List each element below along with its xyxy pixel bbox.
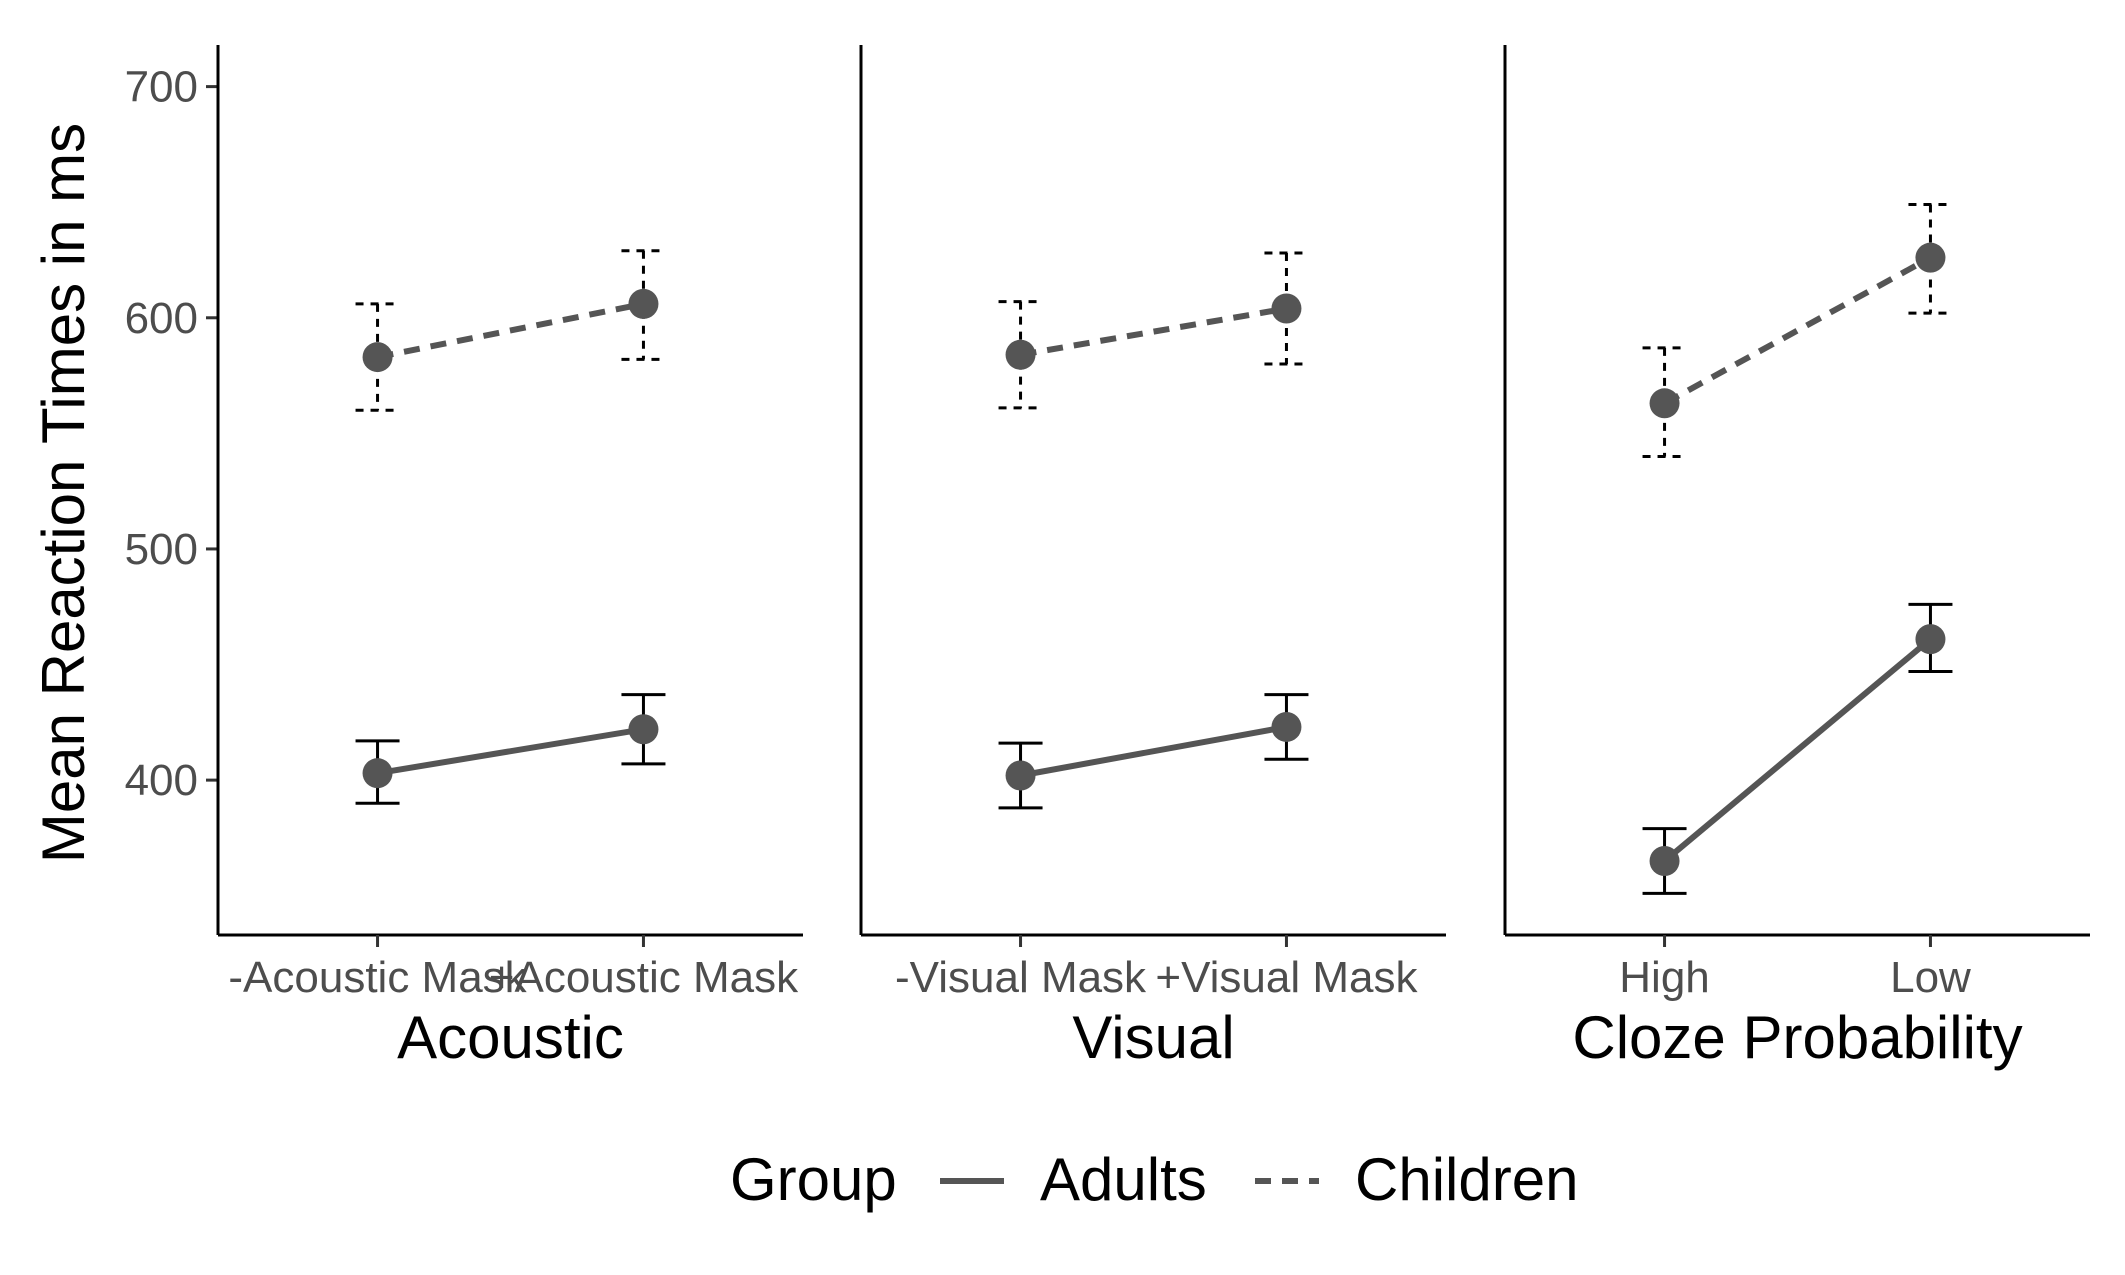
error-bar: [621, 249, 666, 361]
data-point: [1271, 293, 1302, 324]
series-line: [1020, 305, 1287, 358]
x-axis-title: Acoustic: [397, 1004, 624, 1071]
series-adults: [1642, 602, 1953, 895]
data-point: [628, 714, 659, 745]
x-axis-title: Visual: [1072, 1004, 1234, 1071]
legend-label-adults: Adults: [1040, 1146, 1207, 1213]
y-tick-label: 400: [125, 756, 198, 805]
x-tick-label: Low: [1890, 953, 1971, 1002]
data-point: [1005, 760, 1036, 791]
error-bar: [1908, 203, 1953, 315]
data-point: [362, 758, 393, 789]
y-tick-label: 700: [125, 63, 198, 112]
panels: 400 500 600 700 -Acoustic Mask+Acoustic Mask…: [125, 45, 2090, 1071]
x-tick-label: -Visual Mask: [895, 953, 1147, 1002]
error-bar: [1264, 251, 1309, 366]
series-line: [377, 726, 644, 777]
series-line: [1020, 723, 1287, 779]
series-line: [1663, 255, 1932, 406]
data-point: [1915, 242, 1946, 273]
series-adults: [355, 693, 666, 805]
series-children: [1642, 203, 1953, 458]
x-tick-label: -Acoustic Mask: [228, 953, 527, 1002]
y-tick-label: 600: [125, 294, 198, 343]
error-bar: [998, 300, 1043, 410]
error-bar: [1642, 346, 1687, 458]
x-tick-label: +Visual Mask: [1155, 953, 1418, 1002]
error-bar: [355, 302, 400, 412]
y-axis-title: Mean Reaction Times in ms: [30, 123, 97, 863]
legend-label-children: Children: [1355, 1146, 1578, 1213]
data-point: [1271, 711, 1302, 742]
data-point: [1649, 388, 1680, 419]
series-children: [355, 249, 666, 412]
x-tick-label: High: [1619, 953, 1710, 1002]
legend-title: Group: [730, 1146, 897, 1213]
data-point: [362, 342, 393, 373]
data-point: [1005, 339, 1036, 370]
series-line: [1662, 636, 1933, 864]
x-tick-label: +Acoustic Mask: [489, 953, 799, 1002]
legend: Group Adults Children: [730, 1146, 1578, 1213]
data-point: [1649, 846, 1680, 877]
series-children: [998, 251, 1309, 410]
data-point: [1915, 624, 1946, 655]
series-adults: [998, 693, 1309, 810]
x-axis-title: Cloze Probability: [1572, 1004, 2022, 1071]
data-point: [628, 288, 659, 319]
y-tick-label: 500: [125, 525, 198, 574]
series-line: [376, 300, 645, 361]
